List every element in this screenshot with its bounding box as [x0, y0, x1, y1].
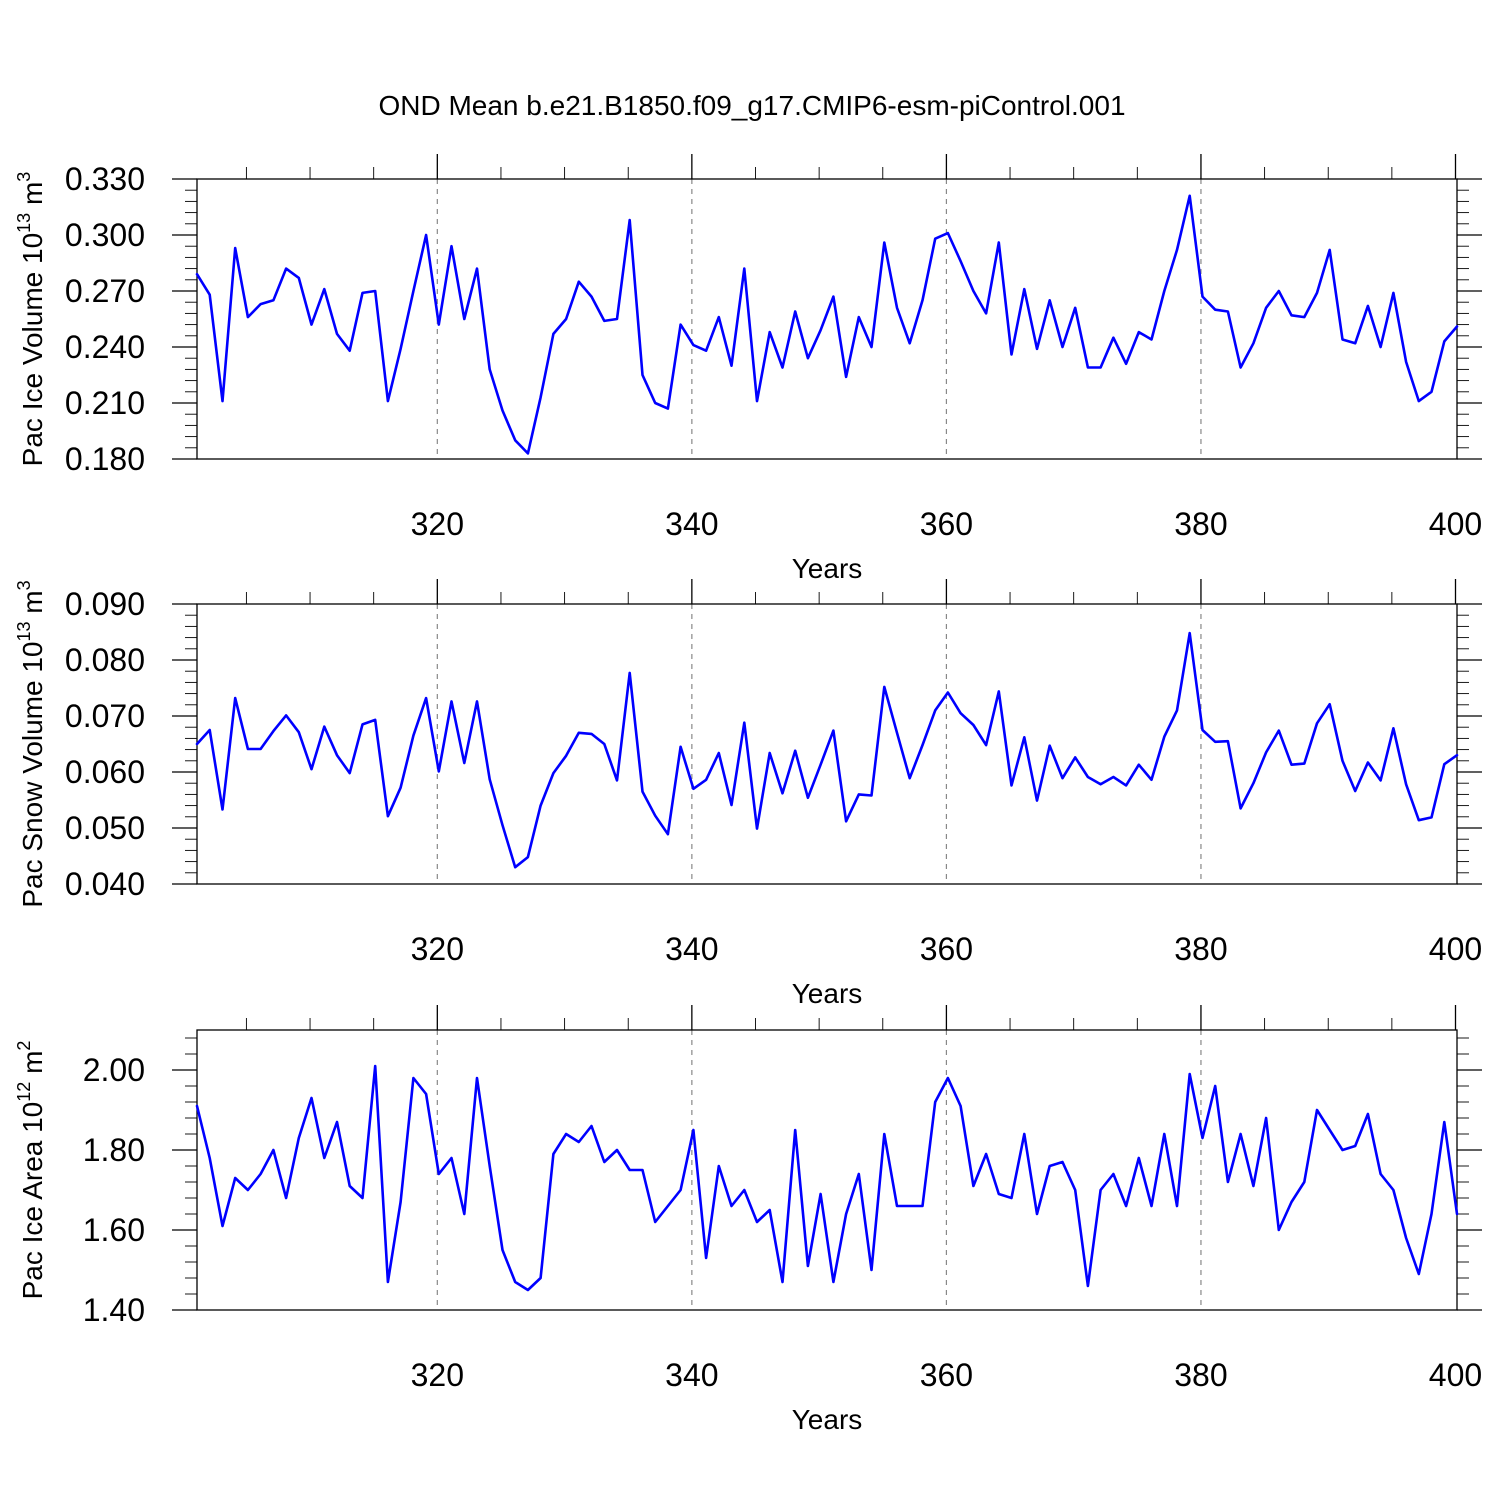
x-tick-label-360: 360 — [920, 506, 973, 542]
y-tick-label: 1.80 — [83, 1132, 145, 1168]
y-tick-label: 0.180 — [65, 441, 145, 477]
y-tick-label: 0.080 — [65, 642, 145, 678]
x-tick-label-340: 340 — [665, 931, 718, 967]
chart-panel-3: 1.40 1.60 1.80 2.00 320 340 360 380 400 Years Pac … — [14, 1005, 1482, 1435]
y-tick-label: 0.090 — [65, 586, 145, 622]
y-tick-label: 0.210 — [65, 385, 145, 421]
x-tick-label-400: 400 — [1429, 1357, 1482, 1393]
y-axis-label-unit: m — [17, 182, 48, 213]
y-tick-label: 0.040 — [65, 866, 145, 902]
x-tick-label-380: 380 — [1174, 1357, 1227, 1393]
y-axis-label: Pac Ice Area 1012 m2 — [14, 1041, 48, 1300]
x-tick-label-360: 360 — [920, 1357, 973, 1393]
y-axis-label: Pac Ice Volume 1013 m3 — [14, 172, 48, 467]
x-tick-label-340: 340 — [665, 506, 718, 542]
y-axis-label: Pac Snow Volume 1013 m3 — [14, 580, 48, 907]
y-axis-label-text: Pac Ice Area 10 — [17, 1102, 48, 1300]
y-axis-label-unit-exponent: 2 — [14, 1041, 34, 1051]
y-axis-label-text: Pac Ice Volume 10 — [17, 233, 48, 466]
x-tick-label-320: 320 — [411, 931, 464, 967]
panels: 0.180 0.210 0.240 0.270 0.300 0.330 320 340 360 3… — [14, 154, 1482, 1435]
y-tick-label: 1.60 — [83, 1212, 145, 1248]
y-axis-label-exponent: 13 — [14, 621, 34, 641]
y-tick-label: 0.330 — [65, 161, 145, 197]
chart-panel-1: 0.180 0.210 0.240 0.270 0.300 0.330 320 340 360 3… — [14, 154, 1482, 584]
x-tick-label-400: 400 — [1429, 931, 1482, 967]
y-tick-label: 0.060 — [65, 754, 145, 790]
x-tick-label-320: 320 — [411, 1357, 464, 1393]
x-tick-label-400: 400 — [1429, 506, 1482, 542]
x-axis-label: Years — [792, 978, 863, 1009]
x-tick-label-340: 340 — [665, 1357, 718, 1393]
y-axis-label-exponent: 12 — [14, 1082, 34, 1102]
x-tick-label-380: 380 — [1174, 931, 1227, 967]
plot-frame — [196, 1029, 1458, 1311]
y-axis-label-unit: m — [17, 590, 48, 621]
y-tick-label: 0.300 — [65, 217, 145, 253]
y-tick-label: 1.40 — [83, 1292, 145, 1328]
series-line — [195, 631, 1459, 869]
y-tick-label: 0.050 — [65, 810, 145, 846]
y-tick-label: 0.070 — [65, 698, 145, 734]
x-tick-label-320: 320 — [411, 506, 464, 542]
x-axis-label: Years — [792, 1404, 863, 1435]
y-axis-label-unit-exponent: 3 — [14, 172, 34, 182]
plot-frame — [196, 178, 1458, 460]
y-axis-label-unit: m — [17, 1051, 48, 1082]
x-tick-label-360: 360 — [920, 931, 973, 967]
y-tick-label: 0.240 — [65, 329, 145, 365]
series-line — [195, 194, 1459, 455]
figure-title: OND Mean b.e21.B1850.f09_g17.CMIP6-esm-p… — [378, 90, 1125, 121]
y-axis-label-exponent: 13 — [14, 213, 34, 233]
series-line — [195, 1064, 1459, 1292]
x-tick-label-380: 380 — [1174, 506, 1227, 542]
chart-panel-2: 0.040 0.050 0.060 0.070 0.080 0.090 320 340 360 3… — [14, 579, 1482, 1009]
y-tick-label: 0.270 — [65, 273, 145, 309]
x-axis-label: Years — [792, 553, 863, 584]
y-axis-label-text: Pac Snow Volume 10 — [17, 641, 48, 907]
y-tick-label: 2.00 — [83, 1052, 145, 1088]
y-axis-label-unit-exponent: 3 — [14, 580, 34, 590]
